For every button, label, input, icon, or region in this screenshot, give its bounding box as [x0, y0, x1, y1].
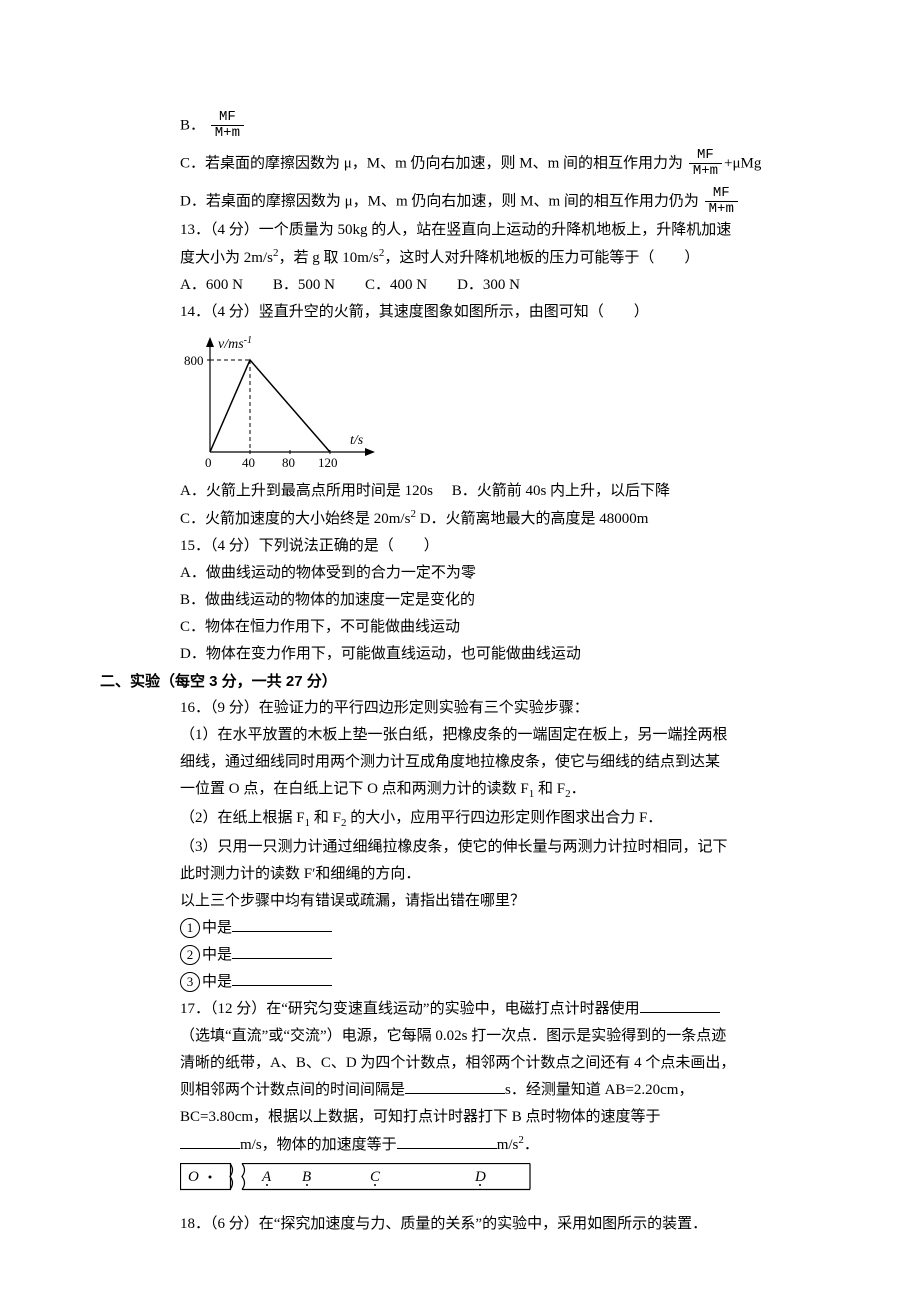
- tape-label-a: A: [261, 1169, 272, 1185]
- option-c-text-before: C．若桌面的摩擦因数为 μ，M、m 仍向右加速，则 M、m 间的相互作用力为: [180, 155, 683, 171]
- q17-line-b: （选填“直流”或“交流”）电源，它每隔 0.02s 打一次点．图示是实验得到的一…: [130, 1023, 840, 1050]
- tape-label-o: O: [188, 1169, 199, 1185]
- q13-stem-line2: 度大小为 2m/s2，若 g 取 10m/s2，这时人对升降机地板的压力可能等于…: [130, 244, 840, 272]
- q16-prompt: 以上三个步骤中均有错误或疏漏，请指出错在哪里？: [130, 888, 840, 915]
- q16-stem: 16．（9 分）在验证力的平行四边形定则实验有三个实验步骤：: [130, 695, 840, 722]
- q16-blank-3: 3中是: [130, 969, 840, 996]
- q15-opt-a: A．做曲线运动的物体受到的合力一定不为零: [130, 560, 840, 587]
- q17-line-g: m/s，物体的加速度等于m/s2．: [130, 1131, 840, 1159]
- q18-stem: 18．（6 分）在“探究加速度与力、质量的关系”的实验中，采用如图所示的装置．: [130, 1211, 840, 1238]
- option-c-text-after: +μMg: [724, 155, 761, 171]
- chart-xtick-40: 40: [242, 455, 255, 470]
- q16-step1-b: 细线，通过细线同时用两个测力计互成角度地拉橡皮条，使它与细线的结点到达某: [130, 749, 840, 776]
- circled-3-icon: 3: [180, 972, 200, 992]
- q16-blank-2: 2中是: [130, 942, 840, 969]
- q17-line-a: 17．（12 分）在“研究匀变速直线运动”的实验中，电磁打点计时器使用: [130, 996, 840, 1023]
- chart-ylabel: v/ms-1: [218, 335, 252, 352]
- q16-step2: （2）在纸上根据 F1 和 F2 的大小，应用平行四边形定则作图求出合力 F．: [130, 805, 840, 834]
- tape-label-c: C: [370, 1169, 381, 1185]
- q17-line-f: BC=3.80cm，根据以上数据，可知打点计时器打下 B 点时物体的速度等于: [130, 1104, 840, 1131]
- q17-line-d: 则相邻两个计数点间的时间间隔是s．经测量知道 AB=2.20cm，: [130, 1077, 840, 1104]
- option-d-fraction: MF M+m: [705, 186, 738, 218]
- q14-opt-a: A．火箭上升到最高点所用时间是 120s: [180, 483, 433, 499]
- q16-blank-1: 1中是: [130, 915, 840, 942]
- q14-opt-d: D．火箭离地最大的高度是 48000m: [420, 511, 649, 527]
- q15-opt-d: D．物体在变力作用下，可能做直线运动，也可能做曲线运动: [130, 641, 840, 668]
- chart-xtick-80: 80: [282, 455, 295, 470]
- q13-stem-line1: 13．（4 分）一个质量为 50kg 的人，站在竖直向上运动的升降机地板上，升降…: [130, 217, 840, 244]
- option-b-fraction: MF M+m: [211, 110, 244, 142]
- q16-step1-a: （1）在水平放置的木板上垫一张白纸，把橡皮条的一端固定在板上，另一端拴两根: [130, 722, 840, 749]
- blank-input[interactable]: [640, 997, 720, 1013]
- section-2-title: 二、实验（每空 3 分，一共 27 分）: [100, 668, 840, 695]
- chart-xtick-120: 120: [318, 455, 338, 470]
- option-d-text-before: D．若桌面的摩擦因数为 μ，M、m 仍向右加速，则 M、m 间的相互作用力仍为: [180, 193, 699, 209]
- option-d: D．若桌面的摩擦因数为 μ，M、m 仍向右加速，则 M、m 间的相互作用力仍为 …: [130, 186, 840, 218]
- q17-line-c: 清晰的纸带，A、B、C、D 为四个计数点，相邻两个计数点之间还有 4 个点未画出…: [130, 1050, 840, 1077]
- q14-opt-c: C．火箭加速度的大小始终是 20m/s: [180, 511, 410, 527]
- blank-input[interactable]: [405, 1078, 505, 1094]
- chart-origin: 0: [205, 455, 212, 470]
- blank-input[interactable]: [397, 1133, 497, 1149]
- q14-stem: 14．（4 分）竖直升空的火箭，其速度图象如图所示，由图可知（ ）: [130, 299, 840, 326]
- q17-tape-diagram: O A B C D: [180, 1163, 840, 1207]
- q14-option-row2: C．火箭加速度的大小始终是 20m/s2 D．火箭离地最大的高度是 48000m: [130, 505, 840, 533]
- option-c: C．若桌面的摩擦因数为 μ，M、m 仍向右加速，则 M、m 间的相互作用力为 M…: [130, 148, 840, 180]
- q15-stem: 15．（4 分）下列说法正确的是（ ）: [130, 533, 840, 560]
- q13-options: A．600 N B．500 N C．400 N D．300 N: [130, 272, 840, 299]
- blank-input[interactable]: [180, 1133, 240, 1149]
- circled-2-icon: 2: [180, 945, 200, 965]
- option-c-fraction: MF M+m: [689, 148, 722, 180]
- q15-opt-b: B．做曲线运动的物体的加速度一定是变化的: [130, 587, 840, 614]
- q15-opt-c: C．物体在恒力作用下，不可能做曲线运动: [130, 614, 840, 641]
- q14-option-row1: A．火箭上升到最高点所用时间是 120s B．火箭前 40s 内上升，以后下降: [130, 478, 840, 505]
- chart-ymax: 800: [184, 353, 204, 368]
- option-b: B． MF M+m: [130, 110, 840, 142]
- q16-step1-c: 一位置 O 点，在白纸上记下 O 点和两测力计的读数 F1 和 F2．: [130, 776, 840, 805]
- blank-input[interactable]: [232, 943, 332, 959]
- tape-label-b: B: [302, 1169, 311, 1185]
- q14-velocity-chart: v/ms-1 t/s 800 0 40 80 120: [180, 332, 380, 472]
- option-b-label: B．: [180, 117, 205, 133]
- blank-input[interactable]: [232, 916, 332, 932]
- tape-label-d: D: [474, 1169, 486, 1185]
- blank-input[interactable]: [232, 970, 332, 986]
- circled-1-icon: 1: [180, 918, 200, 938]
- q14-opt-b: B．火箭前 40s 内上升，以后下降: [452, 483, 670, 499]
- chart-data-line: [210, 360, 330, 452]
- chart-xlabel: t/s: [350, 433, 364, 448]
- q16-step3-a: （3）只用一只测力计通过细绳拉橡皮条，使它的伸长量与两测力计拉时相同，记下: [130, 834, 840, 861]
- tape-dot-icon: [209, 1175, 212, 1178]
- q16-step3-b: 此时测力计的读数 F′和细绳的方向．: [130, 861, 840, 888]
